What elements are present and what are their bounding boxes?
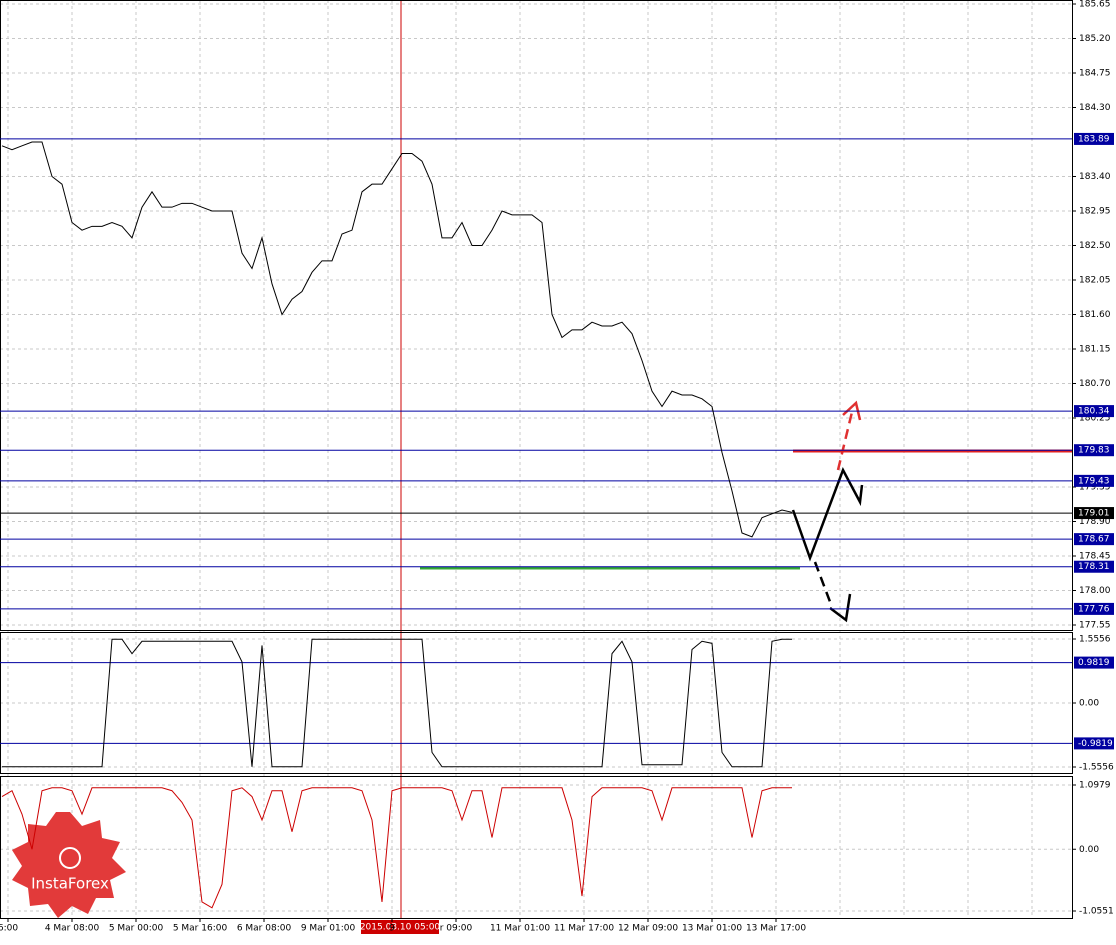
level-box (1074, 602, 1114, 615)
y-tick-label: 182.95 (1079, 207, 1111, 217)
y-tick-label: 0.00 (1079, 699, 1099, 709)
y-tick-label: 184.30 (1079, 103, 1111, 113)
logo-text: InstaForex (31, 875, 109, 893)
logo: InstaForex (12, 812, 126, 918)
projection-down (813, 561, 834, 608)
y-tick-label: 183.40 (1079, 172, 1111, 182)
y-tick-label: -1.5556 (1079, 763, 1114, 773)
level-box (1074, 737, 1114, 750)
level-label: 180.34 (1078, 407, 1110, 417)
level-box (1074, 560, 1114, 573)
x-tick-label: 5 Mar 00:00 (109, 924, 164, 934)
level-label: 0.9819 (1078, 658, 1110, 668)
level-label: -0.9819 (1078, 739, 1113, 749)
x-tick-label: 4 Mar 08:00 (45, 924, 100, 934)
x-tick-label: 11 Mar 01:00 (490, 924, 550, 934)
level-label: 179.01 (1078, 509, 1110, 519)
y-tick-label: 185.65 (1079, 0, 1111, 10)
y-tick-label: 185.20 (1079, 34, 1111, 44)
x-tick-label: 12 Mar 09:00 (618, 924, 678, 934)
level-label: 178.67 (1078, 535, 1110, 545)
level-label: 179.83 (1078, 446, 1110, 456)
level-label: 177.76 (1078, 604, 1110, 614)
level-box (1074, 656, 1114, 669)
x-tick-label: 6 Mar 08:00 (237, 924, 292, 934)
series-line (1, 141, 793, 538)
y-tick-label: 1.5556 (1079, 635, 1111, 645)
projection-up (836, 411, 854, 471)
x-tick-label: 13 Mar 17:00 (746, 924, 806, 934)
y-tick-label: 182.50 (1079, 241, 1111, 251)
x-tick-label: 11 Mar 17:00 (554, 924, 614, 934)
projection (791, 466, 864, 562)
series-line (1, 787, 792, 909)
level-box (1074, 533, 1114, 546)
y-tick-label: 184.75 (1079, 69, 1111, 79)
y-tick-label: 182.05 (1079, 276, 1111, 286)
level-box (1074, 405, 1114, 418)
y-tick-label: 178.90 (1079, 517, 1111, 527)
x-tick-label: r 09:00 (440, 924, 473, 934)
y-tick-label: 0.00 (1079, 845, 1099, 855)
y-tick-label: 180.70 (1079, 379, 1111, 389)
level-box (1074, 474, 1114, 487)
arrow-down (829, 593, 852, 623)
level-box (1074, 507, 1114, 520)
level-label: 178.31 (1078, 562, 1110, 572)
level-box (1074, 132, 1114, 145)
x-tick-label: 6:00 (0, 924, 18, 934)
y-tick-label: 181.15 (1079, 345, 1111, 355)
y-tick-label: 1.0979 (1079, 781, 1111, 791)
level-label: 183.89 (1078, 134, 1110, 144)
y-tick-label: 178.45 (1079, 552, 1111, 562)
y-tick-label: 179.35 (1079, 483, 1111, 493)
level-box (1074, 444, 1114, 457)
level-label: 179.43 (1078, 476, 1110, 486)
panel-frame (0, 0, 1073, 631)
grid (0, 0, 1072, 918)
y-tick-label: 177.55 (1079, 621, 1111, 631)
x-tick-label: 9 (389, 924, 395, 934)
y-tick-label: 181.60 (1079, 310, 1111, 320)
x-tick-label: 5 Mar 16:00 (173, 924, 228, 934)
time-marker-box (361, 920, 439, 934)
x-tick-label: 13 Mar 01:00 (682, 924, 742, 934)
time-marker-label: 2015.03.10 05:00 (360, 923, 441, 933)
y-tick-label: 178.00 (1079, 586, 1111, 596)
series-line (2, 638, 792, 768)
x-tick-label: 9 Mar 01:00 (301, 924, 356, 934)
y-tick-label: -1.0551 (1079, 907, 1114, 917)
y-tick-label: 180.25 (1079, 414, 1111, 424)
